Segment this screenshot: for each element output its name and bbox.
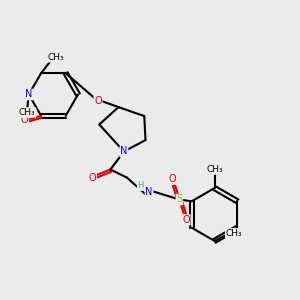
Text: N: N (146, 187, 153, 197)
Text: CH₃: CH₃ (206, 165, 223, 174)
Text: N: N (120, 146, 128, 157)
Text: N: N (25, 89, 32, 100)
Text: O: O (169, 174, 177, 184)
Text: CH₃: CH₃ (47, 53, 64, 62)
Text: H: H (137, 181, 144, 190)
Text: O: O (88, 172, 96, 183)
Text: O: O (94, 96, 102, 106)
Text: CH₃: CH₃ (19, 108, 36, 117)
Text: CH₃: CH₃ (226, 229, 242, 238)
Text: O: O (182, 215, 190, 225)
Text: S: S (176, 194, 182, 205)
Text: O: O (21, 115, 28, 125)
